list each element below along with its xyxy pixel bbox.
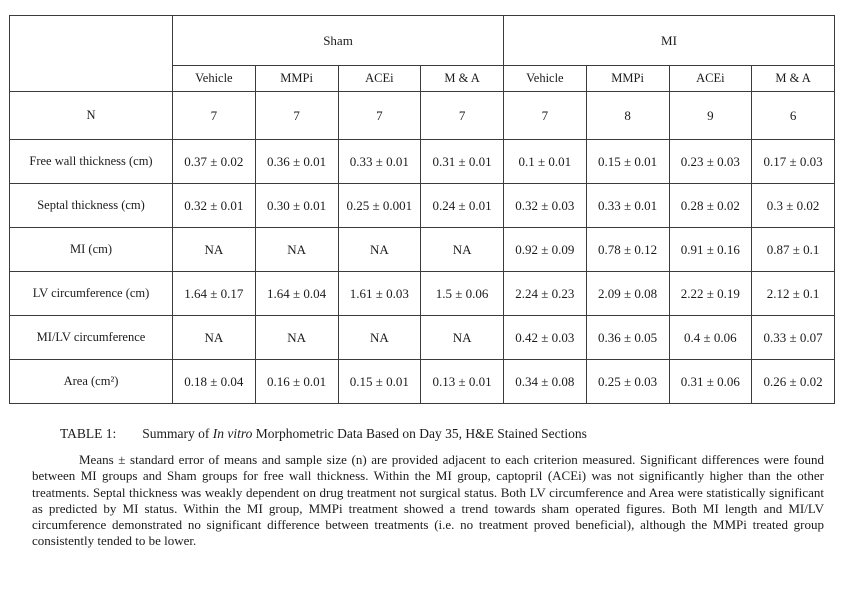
table-cell: 0.92 ± 0.09 <box>503 227 587 272</box>
table-cell: 0.1 ± 0.01 <box>503 139 587 184</box>
row-label: N <box>9 91 173 140</box>
table-cell: 7 <box>172 91 256 140</box>
group-header-mi: MI <box>503 15 835 66</box>
column-header: MMPi <box>254 65 339 92</box>
table-cell: NA <box>254 315 339 360</box>
column-header: M & A <box>420 65 504 92</box>
table-row: MI/LV circumference NA NA NA NA 0.42 ± 0.03 0.… <box>9 315 835 360</box>
table-cell: NA <box>337 315 422 360</box>
table-cell: 0.87 ± 0.1 <box>751 227 835 272</box>
table-row: Free wall thickness (cm) 0.37 ± 0.02 0.36 … <box>9 139 835 184</box>
table-cell: NA <box>420 315 504 360</box>
notes-paragraph: Means ± standard error of means and samp… <box>32 452 824 549</box>
table-cell: 2.12 ± 0.1 <box>751 271 835 316</box>
table-cell: 0.25 ± 0.03 <box>585 359 670 404</box>
table-cell: 8 <box>585 91 670 140</box>
table-cell: 1.5 ± 0.06 <box>420 271 504 316</box>
table-cell: 0.24 ± 0.01 <box>420 183 504 228</box>
table-row: MI (cm) NA NA NA NA 0.92 ± 0.09 0.78 ± 0.12 0.9… <box>9 227 835 272</box>
column-header: Vehicle <box>172 65 256 92</box>
table-cell: NA <box>420 227 504 272</box>
table-cell: 0.91 ± 0.16 <box>668 227 753 272</box>
table-cell: 0.16 ± 0.01 <box>254 359 339 404</box>
row-label: MI/LV circumference <box>9 315 173 360</box>
table-cell: 0.23 ± 0.03 <box>668 139 753 184</box>
table-row: Area (cm²) 0.18 ± 0.04 0.16 ± 0.01 0.15 ± 0… <box>9 359 835 404</box>
table-cell: 0.30 ± 0.01 <box>254 183 339 228</box>
table-body: N 7 7 7 7 7 8 9 6 Free wall thickness (cm) 0.37 ± … <box>9 91 835 404</box>
column-header: M & A <box>751 65 835 92</box>
table-cell: 7 <box>337 91 422 140</box>
table-cell: 0.26 ± 0.02 <box>751 359 835 404</box>
table-cell: 0.15 ± 0.01 <box>337 359 422 404</box>
table-cell: 7 <box>420 91 504 140</box>
group-header-row: Sham MI <box>9 15 835 92</box>
table-cell: 6 <box>751 91 835 140</box>
table-cell: 7 <box>503 91 587 140</box>
corner-cell <box>9 15 173 92</box>
table-cell: NA <box>172 227 256 272</box>
table-cell: NA <box>254 227 339 272</box>
table-cell: 0.32 ± 0.01 <box>172 183 256 228</box>
table-caption-label: TABLE 1: <box>60 426 117 441</box>
row-label: Septal thickness (cm) <box>9 183 173 228</box>
table-cell: 0.4 ± 0.06 <box>668 315 753 360</box>
table-cell: 0.13 ± 0.01 <box>420 359 504 404</box>
table-cell: 1.64 ± 0.04 <box>254 271 339 316</box>
table-row: Septal thickness (cm) 0.32 ± 0.01 0.30 ± 0… <box>9 183 835 228</box>
table-cell: 0.32 ± 0.03 <box>503 183 587 228</box>
table-row: LV circumference (cm) 1.64 ± 0.17 1.64 ± 0… <box>9 271 835 316</box>
table-cell: NA <box>337 227 422 272</box>
table-cell: 0.18 ± 0.04 <box>172 359 256 404</box>
table-cell: 7 <box>254 91 339 140</box>
caption-text-post: Morphometric Data Based on Day 35, H&E S… <box>252 426 587 441</box>
column-header: MMPi <box>585 65 670 92</box>
table-cell: 2.22 ± 0.19 <box>668 271 753 316</box>
table-cell: 0.28 ± 0.02 <box>668 183 753 228</box>
table-cell: 1.61 ± 0.03 <box>337 271 422 316</box>
table-cell: 0.33 ± 0.01 <box>337 139 422 184</box>
row-label: MI (cm) <box>9 227 173 272</box>
table-cell: 0.15 ± 0.01 <box>585 139 670 184</box>
table-cell: 0.78 ± 0.12 <box>585 227 670 272</box>
table-cell: 0.31 ± 0.06 <box>668 359 753 404</box>
table-cell: 0.37 ± 0.02 <box>172 139 256 184</box>
table-cell: 2.09 ± 0.08 <box>585 271 670 316</box>
table-cell: 0.36 ± 0.01 <box>254 139 339 184</box>
table-cell: 0.31 ± 0.01 <box>420 139 504 184</box>
caption-text-pre: Summary of <box>142 426 213 441</box>
table-caption-text: Summary of In vitro Morphometric Data Ba… <box>142 426 587 441</box>
table-cell: 0.42 ± 0.03 <box>503 315 587 360</box>
table-cell: NA <box>172 315 256 360</box>
table-cell: 2.24 ± 0.23 <box>503 271 587 316</box>
table-caption: TABLE 1: Summary of In vitro Morphometric… <box>60 426 587 442</box>
caption-italic: In vitro <box>212 426 253 441</box>
table-cell: 0.33 ± 0.01 <box>585 183 670 228</box>
morphometric-table: Sham MI Vehicle MMPi ACEi M & A Vehicle MMPi A… <box>9 15 835 404</box>
table-cell: 9 <box>668 91 753 140</box>
column-header: ACEi <box>337 65 422 92</box>
table-cell: 0.33 ± 0.07 <box>751 315 835 360</box>
column-header-row: Vehicle MMPi ACEi M & A Vehicle MMPi ACEi M & A <box>10 65 835 92</box>
group-header-sham: Sham <box>172 15 504 66</box>
row-label: LV circumference (cm) <box>9 271 173 316</box>
row-label: Area (cm²) <box>9 359 173 404</box>
table-cell: 0.25 ± 0.001 <box>337 183 422 228</box>
table-cell: 1.64 ± 0.17 <box>172 271 256 316</box>
table-cell: 0.17 ± 0.03 <box>751 139 835 184</box>
table-cell: 0.34 ± 0.08 <box>503 359 587 404</box>
row-label: Free wall thickness (cm) <box>9 139 173 184</box>
column-header: ACEi <box>668 65 753 92</box>
column-header: Vehicle <box>503 65 587 92</box>
table-cell: 0.3 ± 0.02 <box>751 183 835 228</box>
table-cell: 0.36 ± 0.05 <box>585 315 670 360</box>
